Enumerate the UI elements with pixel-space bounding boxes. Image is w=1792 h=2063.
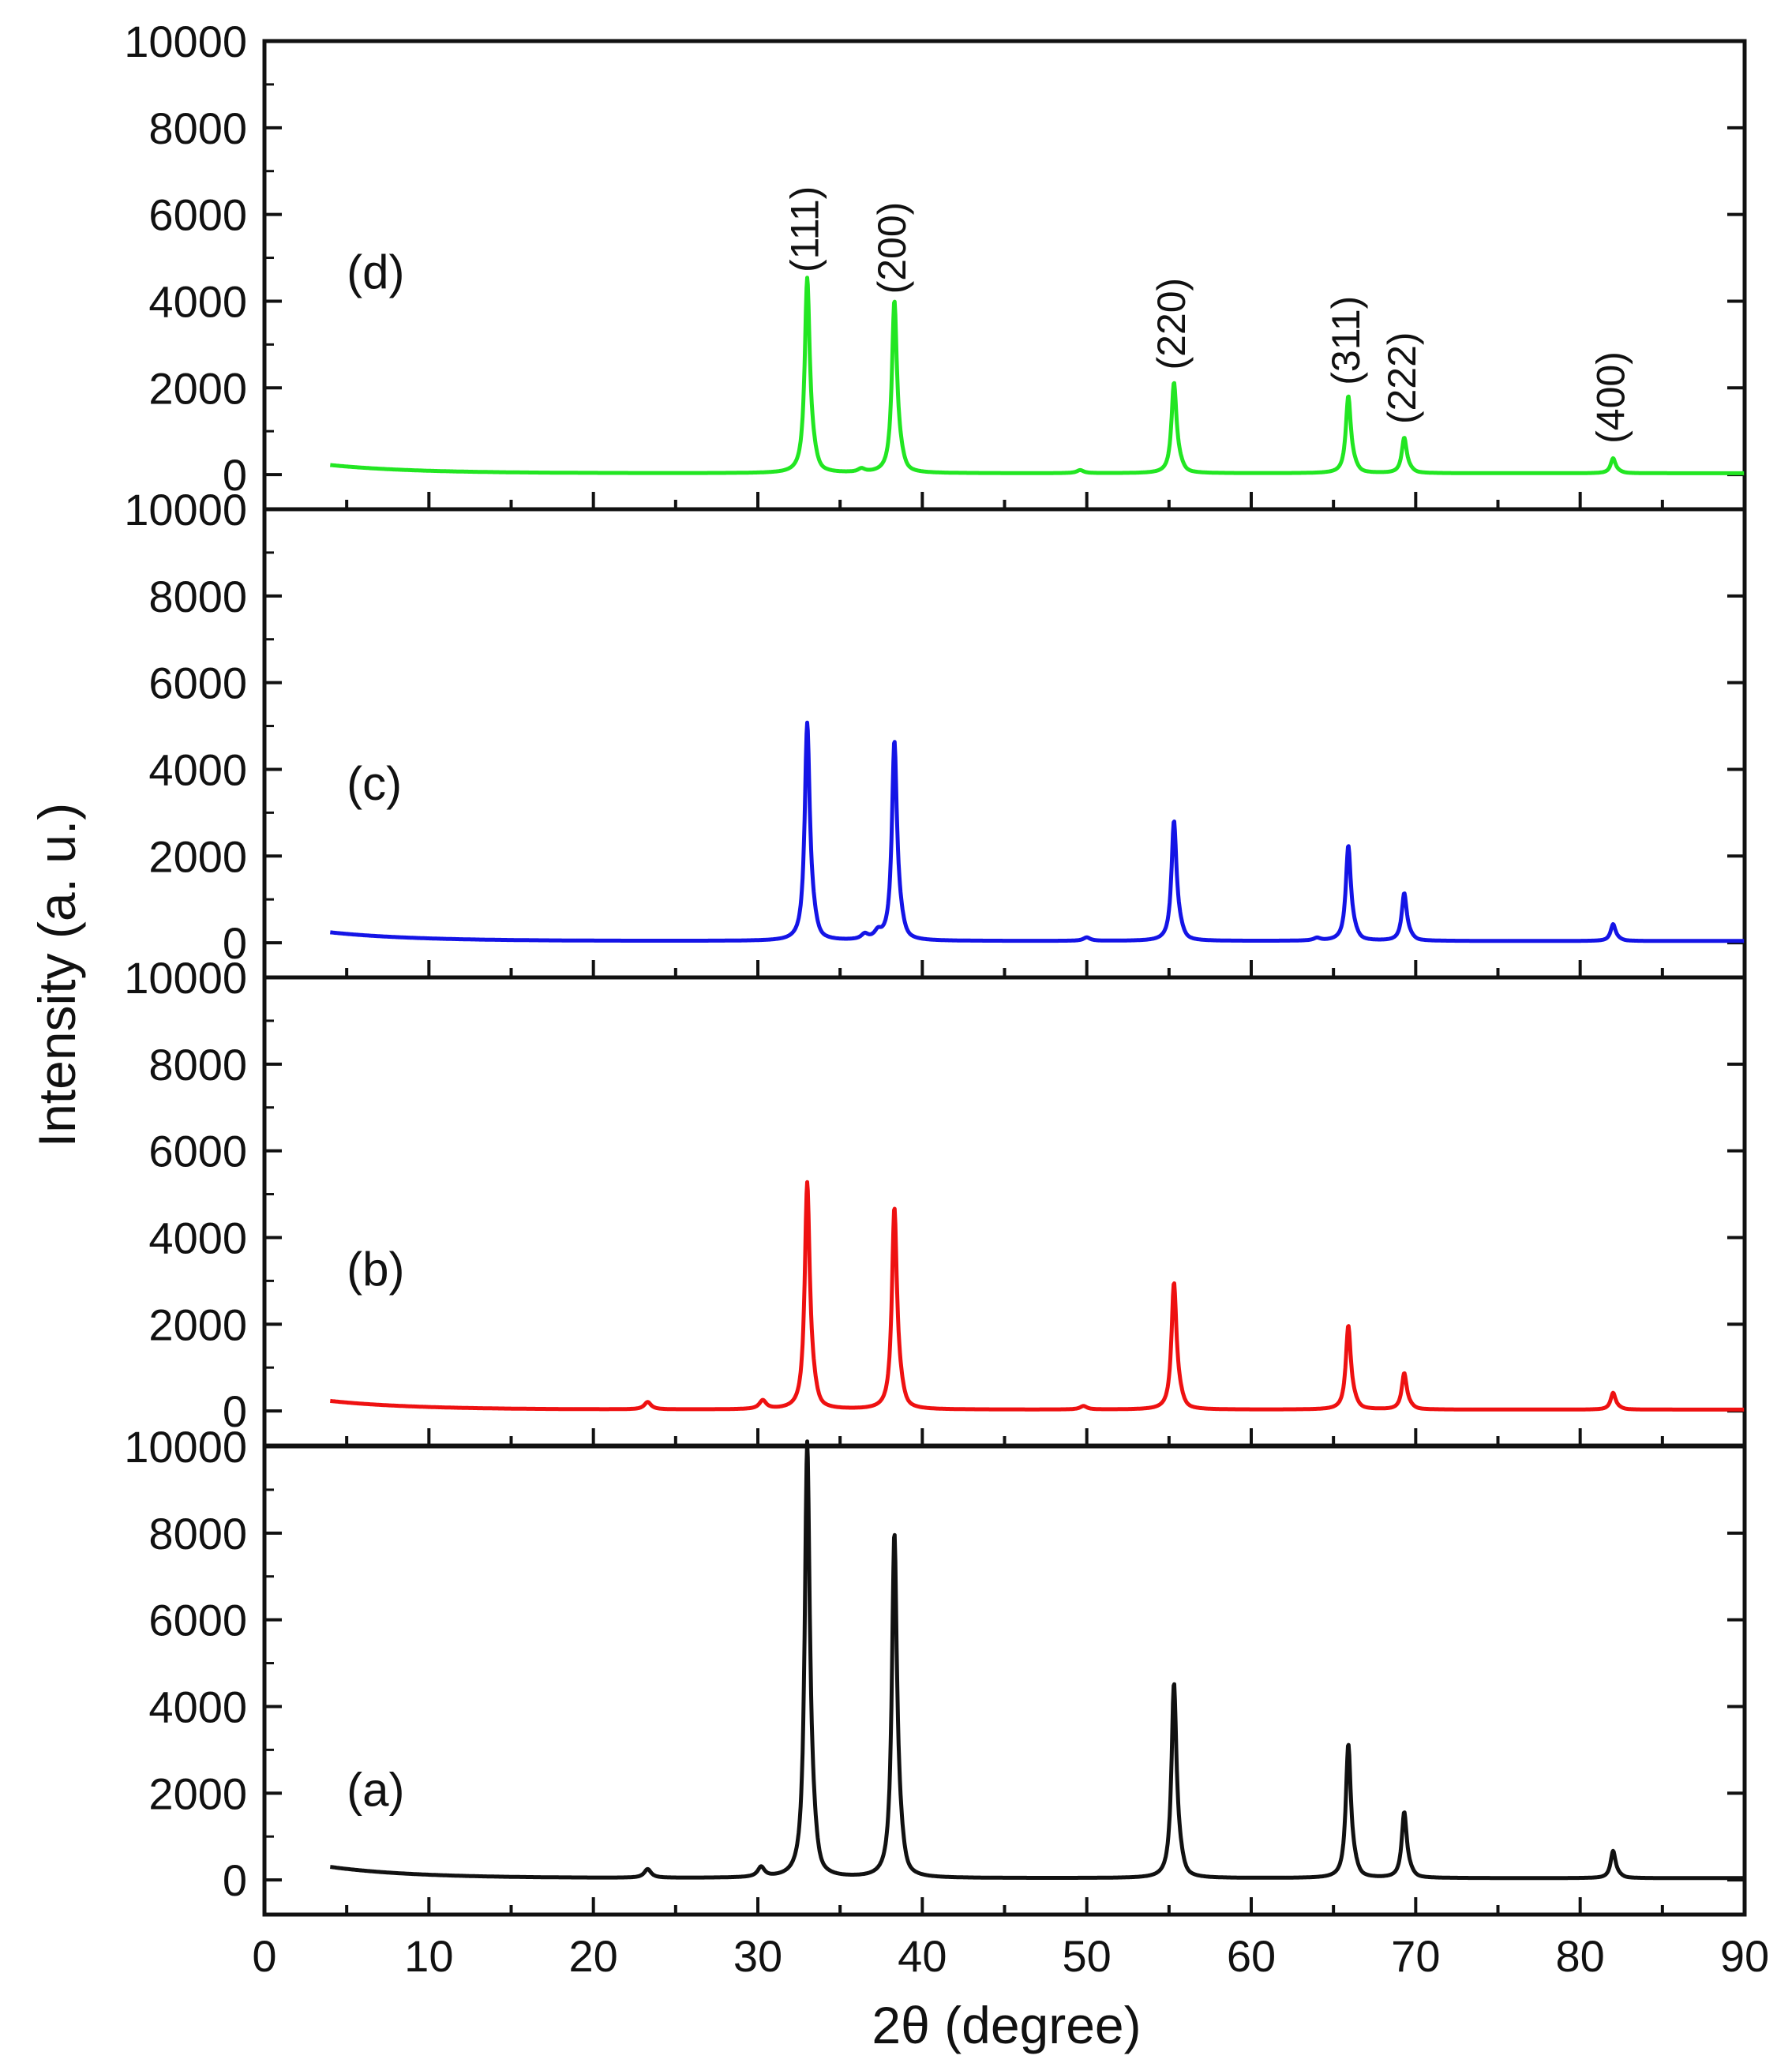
y-tick-label: 2000 [148, 1300, 247, 1349]
y-tick-label: 10000 [124, 953, 247, 1003]
xrd-trace-a [328, 1439, 1745, 1881]
peak-label: (222) [1380, 332, 1424, 424]
y-tick-label: 10000 [124, 1422, 247, 1472]
panel-frame [262, 975, 1747, 1448]
y-tick-label: 6000 [148, 1127, 247, 1176]
x-axis: 0 10 20 30 40 50 60 70 80 90 [252, 1931, 1769, 1981]
peak-label: (220) [1149, 278, 1194, 370]
y-tick-label: 6000 [148, 190, 247, 240]
y-tick-label: 2000 [148, 363, 247, 413]
y-tick-label: 10000 [124, 17, 247, 66]
panel-frame [262, 507, 1747, 980]
y-tick-label: 4000 [148, 1682, 247, 1731]
peak-label: (111) [783, 186, 827, 272]
x-axis-title: 2θ (degree) [872, 1996, 1141, 2054]
panel-frame [262, 1444, 1747, 1917]
y-tick-label: 6000 [148, 1596, 247, 1645]
y-tick-label: 4000 [148, 1213, 247, 1262]
x-tick-label: 50 [1063, 1931, 1112, 1981]
peak-label: (311) [1324, 296, 1368, 385]
xrd-trace-b [328, 1180, 1745, 1412]
x-tick-label: 20 [569, 1931, 618, 1981]
y-tick-label: 2000 [148, 1769, 247, 1818]
panel-frame [262, 39, 1747, 512]
peak-label: (200) [870, 202, 914, 294]
x-tick-label: 70 [1391, 1931, 1440, 1981]
stacked-panels: 0 2000 4000 6000 8000 10000 (d) (111) (200) (220)… [124, 17, 1747, 1917]
x-tick-label: 90 [1720, 1931, 1769, 1981]
panel-label-d: (d) [347, 246, 404, 298]
y-axis-title: Intensity (a. u.) [28, 803, 86, 1148]
panel-a: 0 2000 4000 6000 8000 10000 (a) [124, 1422, 1747, 1917]
y-tick-label: 8000 [148, 572, 247, 621]
x-tick-label: 30 [733, 1931, 782, 1981]
panel-c: 0 2000 4000 6000 8000 10000 (c) [124, 485, 1747, 980]
y-tick-label: 8000 [148, 103, 247, 153]
x-tick-label: 60 [1227, 1931, 1276, 1981]
panel-d: 0 2000 4000 6000 8000 10000 (d) (111) (200) (220)… [124, 17, 1747, 512]
y-tick-label: 0 [223, 1386, 247, 1436]
y-tick-label: 8000 [148, 1509, 247, 1559]
y-tick-label: 0 [223, 918, 247, 968]
panel-label-c: (c) [347, 757, 402, 810]
xrd-trace-c [328, 720, 1745, 943]
y-tick-label: 4000 [148, 745, 247, 794]
panel-label-a: (a) [347, 1764, 404, 1817]
xrd-trace-d [328, 276, 1745, 475]
y-tick-label: 4000 [148, 276, 247, 326]
x-tick-label: 0 [252, 1931, 276, 1981]
panel-label-b: (b) [347, 1243, 404, 1296]
y-tick-label: 0 [223, 450, 247, 500]
y-tick-label: 10000 [124, 485, 247, 535]
x-tick-label: 80 [1556, 1931, 1605, 1981]
y-tick-label: 6000 [148, 658, 247, 708]
x-tick-label: 40 [898, 1931, 947, 1981]
x-tick-label: 10 [404, 1931, 453, 1981]
panel-b: 0 2000 4000 6000 8000 10000 (b) [124, 953, 1747, 1448]
y-tick-label: 0 [223, 1855, 247, 1905]
peak-label: (400) [1588, 351, 1633, 444]
y-tick-label: 2000 [148, 831, 247, 881]
y-tick-label: 8000 [148, 1040, 247, 1090]
